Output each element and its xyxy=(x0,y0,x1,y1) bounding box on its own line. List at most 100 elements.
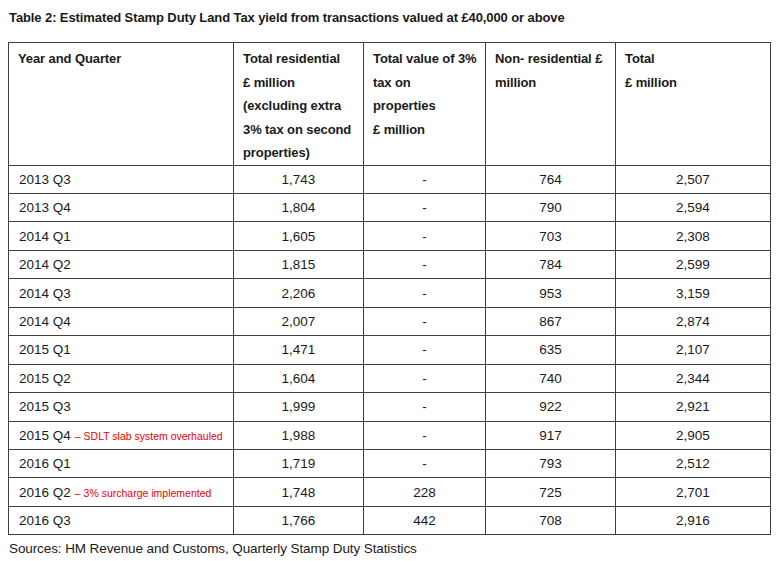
cell-quarter: 2014 Q1 xyxy=(9,222,234,250)
header-row: Year and Quarter Total residential £ mil… xyxy=(9,43,771,166)
cell-total: 3,159 xyxy=(616,279,771,307)
cell-quarter: 2015 Q1 xyxy=(9,336,234,364)
cell-3pct-tax: - xyxy=(364,307,486,335)
cell-3pct-tax: - xyxy=(364,193,486,221)
cell-quarter: 2014 Q2 xyxy=(9,250,234,278)
cell-residential: 1,988 xyxy=(234,421,364,449)
cell-non-residential: 708 xyxy=(486,506,616,534)
cell-3pct-tax: - xyxy=(364,222,486,250)
table-row: 2016 Q1 1,719 - 793 2,512 xyxy=(9,450,771,478)
table-row: 2013 Q3 1,743 - 764 2,507 xyxy=(9,165,771,193)
cell-quarter: 2013 Q4 xyxy=(9,193,234,221)
cell-3pct-tax: - xyxy=(364,421,486,449)
cell-quarter: 2015 Q3 xyxy=(9,393,234,421)
cell-residential: 1,743 xyxy=(234,165,364,193)
cell-residential: 1,815 xyxy=(234,250,364,278)
table-row: 2014 Q4 2,007 - 867 2,874 xyxy=(9,307,771,335)
cell-3pct-tax: - xyxy=(364,165,486,193)
cell-total: 2,107 xyxy=(616,336,771,364)
quarter-label: 2016 Q1 xyxy=(19,456,71,471)
cell-quarter: 2016 Q2– 3% surcharge implemented xyxy=(9,478,234,506)
cell-3pct-tax: - xyxy=(364,450,486,478)
cell-quarter: 2016 Q1 xyxy=(9,450,234,478)
cell-total: 2,507 xyxy=(616,165,771,193)
cell-residential: 1,605 xyxy=(234,222,364,250)
cell-residential: 1,471 xyxy=(234,336,364,364)
cell-non-residential: 790 xyxy=(486,193,616,221)
cell-total: 2,921 xyxy=(616,393,771,421)
cell-residential: 1,719 xyxy=(234,450,364,478)
cell-non-residential: 784 xyxy=(486,250,616,278)
cell-residential: 1,604 xyxy=(234,364,364,392)
table-row: 2015 Q3 1,999 - 922 2,921 xyxy=(9,393,771,421)
stamp-duty-table: Year and Quarter Total residential £ mil… xyxy=(8,42,771,535)
quarter-label: 2015 Q1 xyxy=(19,342,71,357)
cell-3pct-tax: 228 xyxy=(364,478,486,506)
quarter-label: 2014 Q3 xyxy=(19,286,71,301)
cell-residential: 2,007 xyxy=(234,307,364,335)
cell-quarter: 2014 Q3 xyxy=(9,279,234,307)
cell-3pct-tax: 442 xyxy=(364,506,486,534)
cell-3pct-tax: - xyxy=(364,279,486,307)
cell-non-residential: 635 xyxy=(486,336,616,364)
quarter-label: 2016 Q3 xyxy=(19,513,71,528)
cell-total: 2,905 xyxy=(616,421,771,449)
cell-non-residential: 793 xyxy=(486,450,616,478)
cell-quarter: 2014 Q4 xyxy=(9,307,234,335)
cell-total: 2,594 xyxy=(616,193,771,221)
quarter-label: 2015 Q4 xyxy=(19,428,71,443)
cell-total: 2,874 xyxy=(616,307,771,335)
quarter-label: 2016 Q2 xyxy=(19,485,71,500)
col-header-year-quarter: Year and Quarter xyxy=(9,43,234,166)
cell-non-residential: 867 xyxy=(486,307,616,335)
cell-quarter: 2015 Q2 xyxy=(9,364,234,392)
cell-total: 2,344 xyxy=(616,364,771,392)
cell-non-residential: 764 xyxy=(486,165,616,193)
quarter-label: 2014 Q1 xyxy=(19,229,71,244)
cell-residential: 1,766 xyxy=(234,506,364,534)
table-title: Table 2: Estimated Stamp Duty Land Tax y… xyxy=(9,10,772,25)
row-annotation-surcharge: – 3% surcharge implemented xyxy=(71,487,212,499)
table-row: 2015 Q1 1,471 - 635 2,107 xyxy=(9,336,771,364)
cell-residential: 1,999 xyxy=(234,393,364,421)
cell-total: 2,599 xyxy=(616,250,771,278)
table-row: 2014 Q3 2,206 - 953 3,159 xyxy=(9,279,771,307)
quarter-label: 2013 Q3 xyxy=(19,172,71,187)
cell-non-residential: 740 xyxy=(486,364,616,392)
table-row: 2015 Q2 1,604 - 740 2,344 xyxy=(9,364,771,392)
table-row: 2013 Q4 1,804 - 790 2,594 xyxy=(9,193,771,221)
cell-3pct-tax: - xyxy=(364,393,486,421)
sources-line: Sources: HM Revenue and Customs, Quarter… xyxy=(9,541,772,556)
cell-total: 2,701 xyxy=(616,478,771,506)
quarter-label: 2013 Q4 xyxy=(19,200,71,215)
table-row: 2016 Q2– 3% surcharge implemented 1,748 … xyxy=(9,478,771,506)
col-header-non-residential: Non- residential £ million xyxy=(486,43,616,166)
cell-total: 2,512 xyxy=(616,450,771,478)
table-row: 2015 Q4– SDLT slab system overhauled 1,9… xyxy=(9,421,771,449)
cell-3pct-tax: - xyxy=(364,250,486,278)
cell-non-residential: 953 xyxy=(486,279,616,307)
cell-non-residential: 725 xyxy=(486,478,616,506)
quarter-label: 2015 Q3 xyxy=(19,399,71,414)
cell-quarter: 2015 Q4– SDLT slab system overhauled xyxy=(9,421,234,449)
cell-non-residential: 703 xyxy=(486,222,616,250)
cell-residential: 1,804 xyxy=(234,193,364,221)
document-page: Table 2: Estimated Stamp Duty Land Tax y… xyxy=(0,0,780,556)
quarter-label: 2014 Q4 xyxy=(19,314,71,329)
table-row: 2014 Q1 1,605 - 703 2,308 xyxy=(9,222,771,250)
row-annotation-sdlt-overhaul: – SDLT slab system overhauled xyxy=(71,430,223,442)
cell-residential: 1,748 xyxy=(234,478,364,506)
quarter-label: 2015 Q2 xyxy=(19,371,71,386)
cell-quarter: 2013 Q3 xyxy=(9,165,234,193)
cell-non-residential: 917 xyxy=(486,421,616,449)
cell-total: 2,916 xyxy=(616,506,771,534)
cell-non-residential: 922 xyxy=(486,393,616,421)
cell-residential: 2,206 xyxy=(234,279,364,307)
cell-quarter: 2016 Q3 xyxy=(9,506,234,534)
table-row: 2014 Q2 1,815 - 784 2,599 xyxy=(9,250,771,278)
quarter-label: 2014 Q2 xyxy=(19,257,71,272)
col-header-3pct-tax: Total value of 3% tax on properties £ mi… xyxy=(364,43,486,166)
col-header-total-residential: Total residential £ million (excluding e… xyxy=(234,43,364,166)
cell-3pct-tax: - xyxy=(364,364,486,392)
cell-total: 2,308 xyxy=(616,222,771,250)
